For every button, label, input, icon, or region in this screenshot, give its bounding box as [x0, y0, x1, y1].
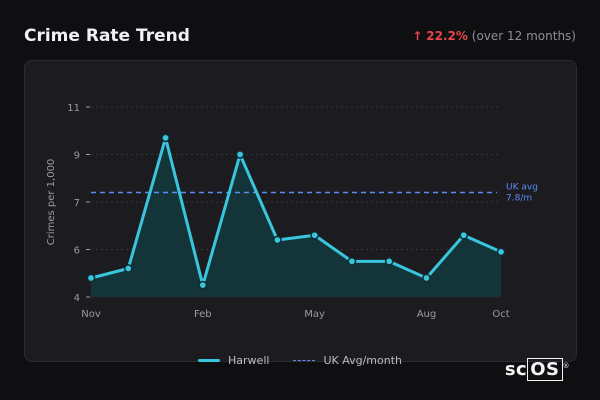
brand-logo: sc OS ®: [504, 358, 570, 381]
data-point[interactable]: [459, 230, 469, 240]
y-tick-label: 9: [74, 151, 80, 162]
data-point[interactable]: [310, 230, 319, 240]
data-point[interactable]: [86, 273, 96, 283]
data-point[interactable]: [161, 133, 170, 143]
legend-label-series: Harwell: [228, 354, 270, 367]
y-tick-label: 11: [67, 103, 80, 114]
y-tick-label: 6: [74, 246, 80, 257]
y-tick-label: 4: [74, 293, 80, 304]
data-point[interactable]: [198, 280, 208, 290]
legend-item-avg[interactable]: UK Avg/month: [293, 354, 402, 367]
data-point[interactable]: [422, 273, 431, 283]
chart-card: [24, 60, 577, 362]
series-line: [89, 136, 503, 287]
data-point[interactable]: [496, 247, 506, 257]
change-percent: 22.2%: [426, 29, 468, 43]
y-tick-label: 7: [74, 198, 80, 209]
legend-item-series[interactable]: Harwell: [198, 354, 269, 367]
data-point[interactable]: [273, 235, 282, 245]
y-axis-label: Crimes per 1,000: [46, 159, 57, 246]
chart-title: Crime Rate Trend: [24, 26, 190, 46]
data-point[interactable]: [123, 264, 133, 273]
data-point[interactable]: [347, 257, 357, 266]
data-point[interactable]: [235, 150, 245, 159]
legend-label-avg: UK Avg/month: [323, 354, 402, 367]
change-summary: ↑ 22.2% (over 12 months): [412, 29, 576, 43]
reference-label-value: 7.8/m: [506, 194, 532, 204]
area-fill: [91, 137, 501, 297]
data-point[interactable]: [384, 257, 394, 266]
x-tick-label: May: [304, 309, 325, 320]
change-period: (over 12 months): [471, 29, 576, 43]
x-tick-label: Nov: [81, 309, 101, 320]
x-tick-label: Feb: [194, 309, 212, 320]
legend-swatch-dashed: [293, 360, 316, 361]
legend-swatch-solid: [198, 359, 221, 362]
legend: Harwell UK Avg/month: [0, 354, 600, 367]
trend-up-icon: ↑: [412, 29, 423, 43]
x-tick-label: Aug: [417, 309, 437, 320]
x-tick-label: Oct: [492, 309, 509, 320]
reference-label-name: UK avg: [506, 183, 538, 193]
